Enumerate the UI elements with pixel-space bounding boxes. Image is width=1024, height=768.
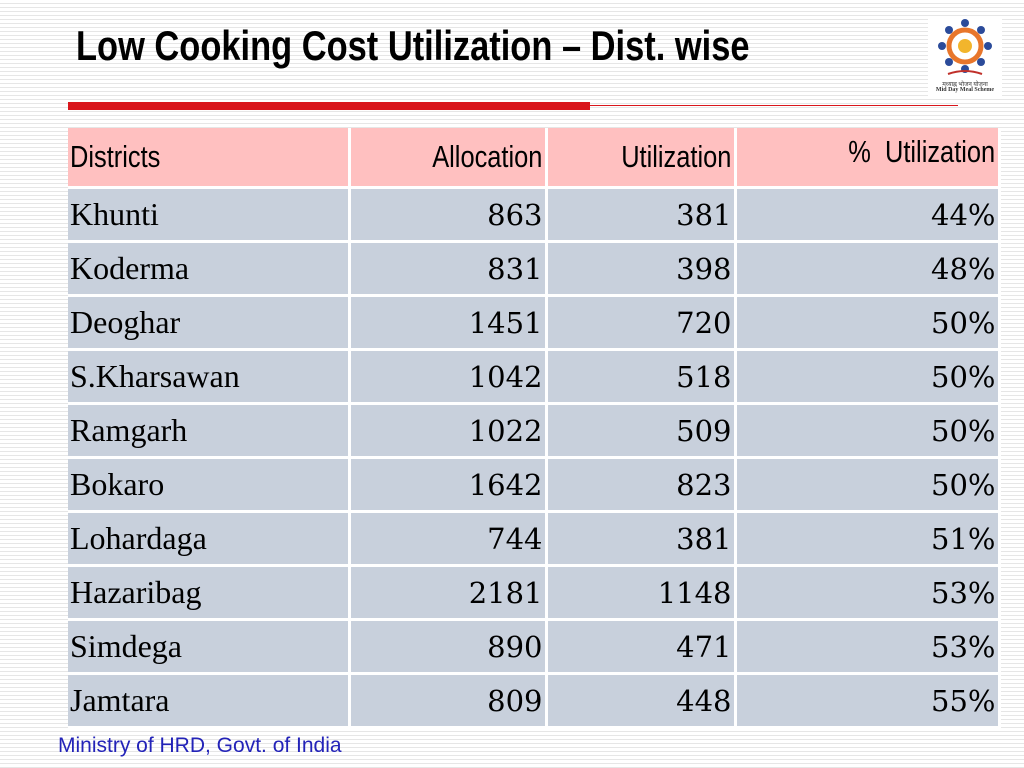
table-row: Koderma 831 398 48% [68,241,1001,297]
percent-utilization-cell: 53% [735,619,1001,675]
table-row: Deoghar 1451 720 50% [68,295,1001,351]
utilization-cell: 823 [546,457,737,513]
mid-day-meal-scheme-logo-icon [938,19,992,75]
slide-title: Low Cooking Cost Utilization – Dist. wis… [76,22,750,69]
allocation-cell: 2181 [349,565,548,621]
percent-utilization-cell: 50% [735,295,1001,351]
percent-utilization-cell: 50% [735,349,1001,405]
utilization-cell: 518 [546,349,737,405]
table-row: S.Kharsawan 1042 518 50% [68,349,1001,405]
utilization-cell: 398 [546,241,737,297]
utilization-cell: 1148 [546,565,737,621]
table-row: Lohardaga 744 381 51% [68,511,1001,567]
header-districts: Districts [68,128,351,189]
percent-utilization-cell: 55% [735,673,1001,729]
district-cell: Lohardaga [68,511,351,567]
title-underline [68,102,958,110]
table-row: Ramgarh 1022 509 50% [68,403,1001,459]
district-cell: Khunti [68,187,351,243]
percent-utilization-cell: 48% [735,241,1001,297]
table-header-row: Districts Allocation Utilization % Utili… [68,128,1001,189]
logo-hindi-text: मध्याह्न भोजन योजना [942,82,988,88]
table-row: Khunti 863 381 44% [68,187,1001,243]
logo-english-text: Mid Day Meal Scheme [935,87,995,93]
allocation-cell: 744 [349,511,548,567]
utilization-cell: 381 [546,187,737,243]
allocation-cell: 890 [349,619,548,675]
district-cell: Simdega [68,619,351,675]
allocation-cell: 809 [349,673,548,729]
utilization-cell: 471 [546,619,737,675]
utilization-cell: 720 [546,295,737,351]
percent-utilization-cell: 50% [735,457,1001,513]
footer-ministry: Ministry of HRD, Govt. of India [58,734,342,757]
allocation-cell: 1642 [349,457,548,513]
table-row: Simdega 890 471 53% [68,619,1001,675]
utilization-table: Districts Allocation Utilization % Utili… [68,128,1001,729]
table-body: Khunti 863 381 44% Koderma 831 398 48% Deoghar 14… [68,187,1001,729]
district-cell: Hazaribag [68,565,351,621]
allocation-cell: 1022 [349,403,548,459]
district-cell: Koderma [68,241,351,297]
percent-utilization-cell: 44% [735,187,1001,243]
percent-utilization-cell: 51% [735,511,1001,567]
percent-utilization-cell: 50% [735,403,1001,459]
table-row: Hazaribag 2181 1148 53% [68,565,1001,621]
mid-day-meal-logo: मध्याह्न भोजन योजना Mid Day Meal Scheme [928,16,1002,96]
district-cell: Ramgarh [68,403,351,459]
title-underline-thin [590,105,958,106]
allocation-cell: 831 [349,241,548,297]
table-row: Bokaro 1642 823 50% [68,457,1001,513]
district-cell: S.Kharsawan [68,349,351,405]
header-utilization: Utilization [546,128,737,189]
utilization-cell: 509 [546,403,737,459]
allocation-cell: 1451 [349,295,548,351]
title-underline-thick [68,102,590,110]
allocation-cell: 863 [349,187,548,243]
utilization-cell: 448 [546,673,737,729]
district-cell: Jamtara [68,673,351,729]
table-row: Jamtara 809 448 55% [68,673,1001,729]
percent-utilization-cell: 53% [735,565,1001,621]
allocation-cell: 1042 [349,349,548,405]
utilization-cell: 381 [546,511,737,567]
district-cell: Bokaro [68,457,351,513]
utilization-table-container: Districts Allocation Utilization % Utili… [68,128,1001,729]
header-allocation: Allocation [349,128,548,189]
header-percent-utilization: % Utilization [735,128,1001,189]
district-cell: Deoghar [68,295,351,351]
